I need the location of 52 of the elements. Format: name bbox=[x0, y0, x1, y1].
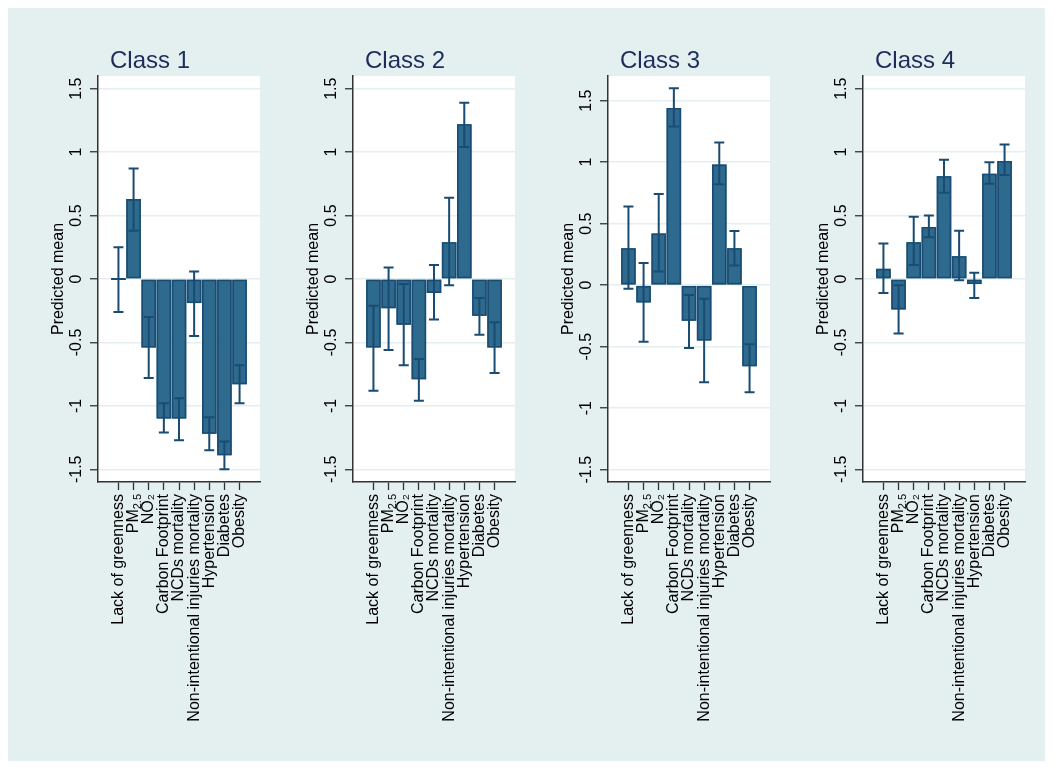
x-tick-label: Diabetes bbox=[214, 494, 232, 558]
y-tick-label: -1.5 bbox=[576, 455, 594, 484]
x-tick-label: Obesity bbox=[484, 494, 502, 549]
x-tick-label: Obesity bbox=[229, 494, 247, 549]
x-tick-label: Lack of greenness bbox=[363, 494, 381, 625]
y-tick-label: 0.5 bbox=[321, 204, 339, 227]
y-tick-label: 0.5 bbox=[831, 204, 849, 227]
y-tick-label: 1.5 bbox=[576, 89, 594, 112]
y-tick-label: -1 bbox=[831, 398, 849, 413]
y-tick-label: 1.5 bbox=[831, 77, 849, 100]
y-tick-label: -0.5 bbox=[321, 328, 339, 357]
x-tick-label: Obesity bbox=[739, 494, 757, 549]
x-tick-label: Obesity bbox=[994, 494, 1012, 549]
y-tick-label: 0 bbox=[321, 274, 339, 284]
y-axis-title: Predicted mean bbox=[304, 222, 322, 336]
y-tick-label: 0 bbox=[831, 274, 849, 284]
y-tick-label: 0.5 bbox=[66, 204, 84, 227]
y-tick-label: 1 bbox=[831, 147, 849, 157]
y-tick-label: 0.5 bbox=[576, 212, 594, 235]
y-axis-title: Predicted mean bbox=[559, 222, 577, 336]
y-tick-label: 0 bbox=[66, 274, 84, 284]
y-tick-label: 1.5 bbox=[321, 77, 339, 100]
y-tick-label: 1.5 bbox=[66, 77, 84, 100]
y-tick-label: -1.5 bbox=[831, 455, 849, 484]
y-tick-label: 0 bbox=[576, 280, 594, 290]
chart-title: Class 3 bbox=[620, 46, 701, 73]
x-tick-label: Carbon Footprint bbox=[409, 493, 427, 615]
x-tick-label: Carbon Footprint bbox=[919, 493, 937, 615]
chart-title: Class 2 bbox=[365, 46, 446, 73]
x-tick-label: Diabetes bbox=[469, 494, 487, 558]
y-tick-label: -1 bbox=[321, 398, 339, 413]
y-tick-label: -0.5 bbox=[576, 332, 594, 361]
y-tick-label: -1.5 bbox=[66, 455, 84, 484]
y-tick-label: -0.5 bbox=[831, 328, 849, 357]
y-tick-label: -1 bbox=[66, 398, 84, 413]
y-tick-label: -0.5 bbox=[66, 328, 84, 357]
y-axis-title: Predicted mean bbox=[49, 222, 67, 336]
x-tick-label: Carbon Footprint bbox=[664, 493, 682, 615]
y-tick-label: -1 bbox=[576, 400, 594, 416]
y-tick-label: 1 bbox=[321, 147, 339, 157]
y-tick-label: 1 bbox=[576, 157, 594, 167]
y-axis-title: Predicted mean bbox=[814, 222, 832, 336]
x-tick-label: Carbon Footprint bbox=[154, 493, 172, 615]
x-tick-label: Lack of greenness bbox=[618, 494, 636, 625]
x-tick-label: Diabetes bbox=[724, 494, 742, 558]
chart-title: Class 4 bbox=[875, 46, 956, 73]
y-tick-label: 1 bbox=[66, 147, 84, 157]
x-tick-label: Diabetes bbox=[979, 494, 997, 558]
x-tick-label: Lack of greenness bbox=[108, 494, 126, 625]
x-tick-label: Lack of greenness bbox=[873, 494, 891, 625]
y-tick-label: -1.5 bbox=[321, 455, 339, 484]
chart-title: Class 1 bbox=[110, 46, 191, 73]
